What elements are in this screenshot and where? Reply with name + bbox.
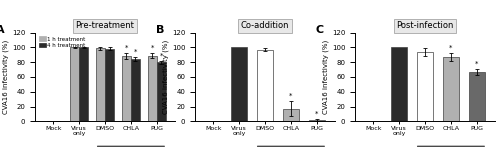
- Text: *: *: [289, 93, 292, 99]
- Text: A: A: [0, 25, 4, 36]
- Text: *: *: [160, 52, 163, 58]
- Text: *: *: [124, 45, 128, 51]
- Y-axis label: CVA16 infectivity (%): CVA16 infectivity (%): [2, 40, 9, 114]
- Bar: [148, 56, 157, 121]
- Title: Pre-treatment: Pre-treatment: [76, 21, 134, 30]
- Title: Co-addition: Co-addition: [241, 21, 289, 30]
- Bar: [392, 47, 407, 121]
- Text: B: B: [156, 25, 164, 36]
- Bar: [105, 49, 114, 121]
- Text: *: *: [475, 61, 478, 67]
- Text: *: *: [134, 49, 137, 55]
- Title: Post-infection: Post-infection: [396, 21, 454, 30]
- Bar: [96, 48, 105, 121]
- Bar: [417, 52, 433, 121]
- Bar: [131, 59, 140, 121]
- Bar: [309, 120, 324, 121]
- Legend: 1 h treatment, 4 h treatment: 1 h treatment, 4 h treatment: [38, 35, 86, 49]
- Y-axis label: CVA16 infectivity (%): CVA16 infectivity (%): [162, 40, 169, 114]
- Bar: [79, 47, 88, 121]
- Bar: [70, 47, 79, 121]
- Text: *: *: [150, 45, 154, 51]
- Text: C: C: [316, 25, 324, 36]
- Bar: [257, 50, 273, 121]
- Text: *: *: [449, 44, 452, 50]
- Bar: [469, 72, 484, 121]
- Y-axis label: CVA16 infectivity (%): CVA16 infectivity (%): [322, 40, 329, 114]
- Bar: [283, 109, 298, 121]
- Bar: [232, 47, 247, 121]
- Text: *: *: [315, 111, 318, 117]
- Bar: [157, 62, 166, 121]
- Bar: [122, 56, 131, 121]
- Bar: [443, 57, 458, 121]
